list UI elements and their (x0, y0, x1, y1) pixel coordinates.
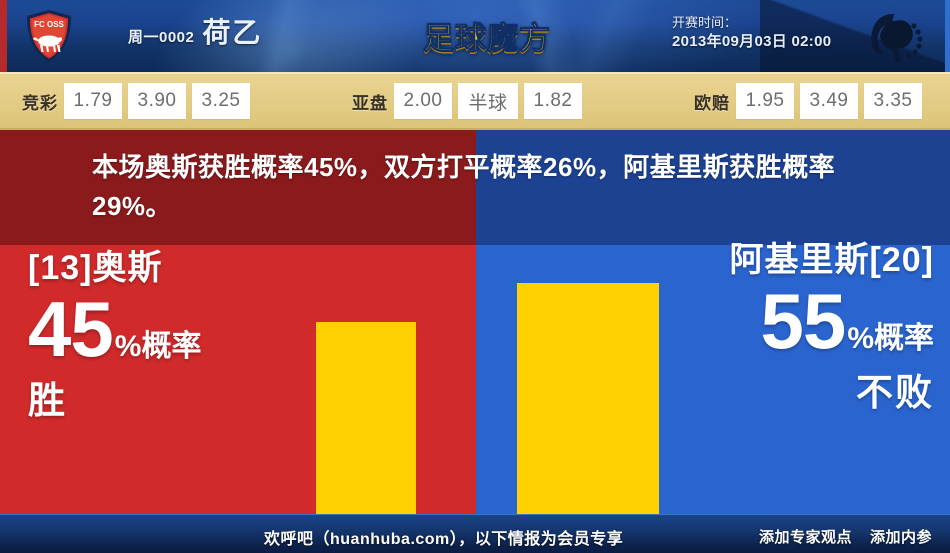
odds-group-jingcai: 竞彩 1.79 3.90 3.25 (22, 83, 250, 119)
odds-value-home[interactable]: 1.79 (64, 83, 122, 119)
fc-oss-crest-icon: FC OSS (24, 8, 74, 64)
home-outcome-label: 胜 (28, 380, 67, 422)
away-team-name: 阿基里斯[20] (729, 241, 934, 279)
kickoff-label: 开赛时间： (672, 15, 738, 30)
summary-banner-home-half (0, 130, 476, 245)
euro-odds-draw[interactable]: 3.49 (800, 83, 858, 119)
euro-odds-home[interactable]: 1.95 (736, 83, 794, 119)
odds-value-away[interactable]: 3.25 (192, 83, 250, 119)
header-diagonal-shade (760, 0, 950, 72)
away-probability-bar (517, 283, 659, 514)
away-probability-value: 55 (760, 277, 847, 366)
footer-note: 欢呼吧（huanhuba.com），以下情报为会员专享 (264, 531, 624, 548)
match-round-label: 周一0002 (128, 29, 195, 46)
away-probability-unit: %概率 (847, 322, 934, 356)
home-probability-bar (316, 322, 416, 514)
odds-bar: 竞彩 1.79 3.90 3.25 亚盘 2.00 半球 1.82 欧赔 1.9… (0, 72, 950, 130)
away-outcome-label: 不败 (856, 372, 934, 414)
probability-panel: 本场奥斯获胜概率45%，双方打平概率26%，阿基里斯获胜概率29%。 [13]奥… (0, 130, 950, 514)
odds-value-draw[interactable]: 3.90 (128, 83, 186, 119)
handicap-value-home[interactable]: 2.00 (394, 83, 452, 119)
match-league-label: 荷乙 (202, 17, 263, 48)
home-probability-unit: %概率 (114, 330, 202, 364)
odds-group-label: 欧赔 (694, 93, 730, 113)
svg-text:FC OSS: FC OSS (34, 20, 64, 29)
footer-actions: 添加专家观点 添加内参 (759, 526, 932, 547)
away-team-block: 阿基里斯[20] 55 %概率 不败 (604, 241, 934, 411)
home-team-block: [13]奥斯 45 %概率 胜 (28, 249, 308, 419)
summary-text: 本场奥斯获胜概率45%，双方打平概率26%，阿基里斯获胜概率29%。 (92, 152, 836, 221)
summary-banner-away-half (476, 130, 950, 245)
match-header: FC OSS 周一0002 荷乙 足球魔方 开赛时间： (0, 0, 950, 72)
home-team-name: [13]奥斯 (28, 249, 163, 287)
add-insider-info-link[interactable]: 添加内参 (869, 529, 932, 546)
handicap-value-away[interactable]: 1.82 (524, 83, 582, 119)
home-probability: 45 %概率 (28, 290, 308, 368)
spartan-helmet-icon (858, 8, 928, 66)
handicap-line[interactable]: 半球 (458, 83, 518, 119)
match-title: 周一0002 荷乙 (128, 19, 262, 47)
kickoff-info: 开赛时间： 2013年09月03日 02:00 (672, 14, 831, 52)
header-right-accent-bar (945, 0, 950, 72)
odds-group-label: 亚盘 (352, 93, 388, 113)
probability-chart: [13]奥斯 45 %概率 胜 阿基里斯[20] 55 %概率 不败 (0, 241, 950, 514)
summary-banner: 本场奥斯获胜概率45%，双方打平概率26%，阿基里斯获胜概率29%。 (0, 130, 950, 245)
away-probability: 55 %概率 (604, 282, 934, 360)
header-left-accent-bar (0, 0, 7, 72)
home-probability-value: 45 (28, 285, 114, 374)
odds-group-label: 竞彩 (22, 93, 58, 113)
kickoff-time: 2013年09月03日 02:00 (672, 32, 832, 50)
euro-odds-away[interactable]: 3.35 (864, 83, 922, 119)
footer-bar: 欢呼吧（huanhuba.com），以下情报为会员专享 添加专家观点 添加内参 (0, 514, 950, 553)
add-expert-opinion-link[interactable]: 添加专家观点 (758, 529, 852, 546)
brand-logo[interactable]: 足球魔方 (423, 20, 551, 56)
odds-group-yapan: 亚盘 2.00 半球 1.82 (352, 83, 582, 119)
odds-group-oupei: 欧赔 1.95 3.49 3.35 (694, 83, 922, 119)
